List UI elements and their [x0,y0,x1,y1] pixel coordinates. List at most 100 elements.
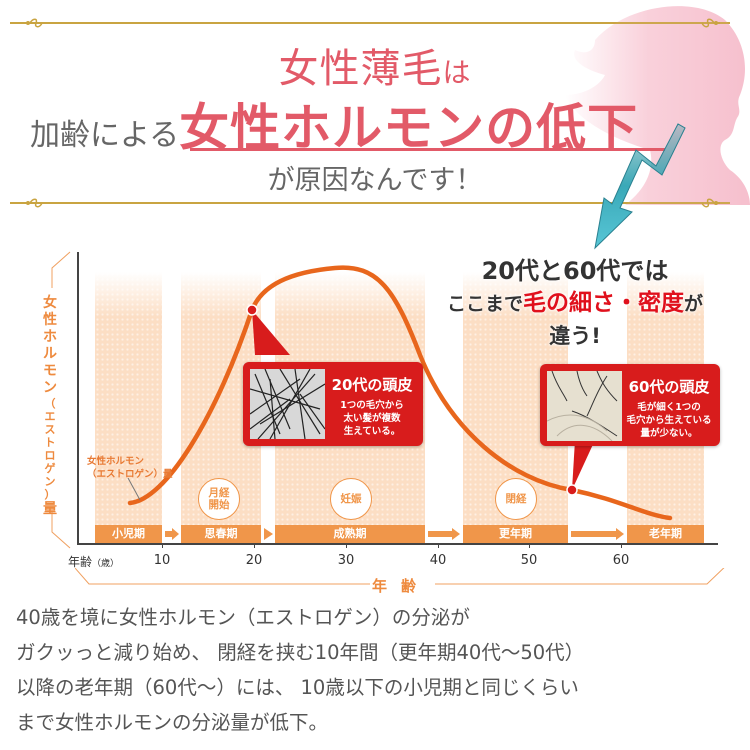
y-axis-bracket [51,251,71,549]
y-label-char: モ [43,363,57,379]
y-label-char: ン [44,475,56,488]
explanation-line: ガクッっと減り始め、 閉経を挟む10年間（更年期40代〜50代） [16,641,585,664]
headline-line-2: 加齢による女性ホルモンの低下 [30,88,730,160]
headline-emphasis: 女性ホルモンの低下 [179,98,639,157]
woman-silhouette-icon [565,6,750,205]
y-label-char: ト [44,436,56,449]
y-label-char: 性 [43,312,57,328]
phase-menopause: 更年期 [463,525,568,543]
x-tick [438,543,439,548]
desc-line: 生えている。 [343,426,401,437]
x-unit-text: 年齢 [68,555,93,569]
x-tick-label: 30 [337,553,355,568]
event-label: 閉経 [505,493,527,505]
callout-line-3: 違う! [549,324,601,348]
y-label-char: ゲ [44,462,56,475]
callout-line-1: 20代と60代では [481,257,669,285]
ornament-icon [701,18,720,28]
y-label-char: ス [44,423,56,436]
scalp-60s-description: 毛が細く1つの 毛穴から生えている 量が少ない。 [624,401,714,440]
bottom-gold-rule [10,202,730,204]
scalp-60s-title: 60代の頭皮 [628,378,710,396]
y-label-char: ン [43,380,57,396]
desc-line: 量が少ない。 [640,428,698,439]
arrow-right-icon [264,528,273,540]
x-tick [621,543,622,548]
x-axis-bracket [75,568,725,585]
event-label: 月経 [208,487,230,499]
x-tick-label: 10 [153,553,171,568]
x-axis [77,543,718,545]
phase-childhood: 小児期 [95,525,162,543]
y-label-char: ホ [43,329,57,345]
callout-suffix: が [684,293,704,315]
ornament-icon [24,18,43,28]
event-label: 妊娠 [340,493,362,505]
headline-prefix: 加齢による [30,118,180,153]
curve-label-line: 女性ホルモン [87,456,145,467]
event-label: 開始 [208,499,230,511]
x-tick [529,543,530,548]
scalp-photo-20s [250,369,325,439]
headline-particle: は [442,56,472,89]
y-label-char: ） [44,488,56,501]
top-gold-rule-right [560,22,730,24]
y-label-char: ル [43,346,57,362]
scalp-60s-card: 60代の頭皮 毛が細く1つの 毛穴から生えている 量が少ない。 [540,364,720,446]
scalp-20s-description: 1つの毛穴から 太い髪が複数 生えている。 [327,399,417,438]
x-unit-paren: （歳） [92,559,120,569]
bottom-gold-rule-right [560,202,730,204]
x-tick-label: 20 [245,553,263,568]
x-tick-label: 50 [520,553,538,568]
callout-prefix: ここまで [446,293,523,315]
y-axis [77,252,79,544]
curve-label: 女性ホルモン （エストロゲン）量 [87,455,173,481]
top-gold-rule [10,22,730,24]
y-label-char: 量 [43,501,57,517]
y-label-char: 女 [43,295,57,311]
explanation-line: まで女性ホルモンの分泌量が低下。 [16,711,329,734]
arrow-right-icon [571,528,624,540]
comparison-callout: 20代と60代では ここまで毛の細さ・密度が 違う! [440,255,710,352]
ornament-icon [701,198,720,208]
x-tick [162,543,163,548]
headline-underline [190,148,665,151]
phase-maturity: 成熟期 [275,525,425,543]
y-label-char: （ [44,397,56,410]
x-tick-label: 40 [429,553,447,568]
x-unit-label: 年齢（歳） [68,553,119,570]
desc-line: 太い髪が複数 [343,413,401,424]
x-tick [254,543,255,548]
x-tick-label: 60 [612,553,630,568]
arrow-right-icon [428,528,460,540]
explanation-text: 40歳を境に女性ホルモン（エストロゲン）の分泌が ガクッっと減り始め、 閉経を挟… [16,600,736,740]
y-label-char: ロ [44,449,56,462]
x-axis-title: 年齢 [372,577,431,595]
down-arrow-icon [594,123,686,250]
callout-line-2: ここまで毛の細さ・密度が [440,287,710,320]
headline-line-3: が原因なんです！ [267,165,483,196]
desc-line: 毛穴から生えている [626,415,712,426]
event-menarche: 月経 開始 [198,478,240,520]
callout-emphasis: 毛の細さ・密度 [523,290,684,316]
phase-senescence: 老年期 [627,525,704,543]
explanation-line: 以降の老年期（60代〜）には、 10歳以下の小児期と同じくらい [16,676,579,699]
explanation-line: 40歳を境に女性ホルモン（エストロゲン）の分泌が [16,606,470,629]
headline-line-1: 女性薄毛は [0,36,750,94]
y-label-char: エ [44,410,56,423]
scalp-20s-card: 20代の頭皮 1つの毛穴から 太い髪が複数 生えている。 [243,362,423,446]
arrow-right-icon [165,528,179,540]
event-pregnancy: 妊娠 [330,478,372,520]
desc-line: 毛が細く1つの [637,402,701,413]
desc-line: 1つの毛穴から [340,400,404,411]
phase-stripe-childhood [95,272,162,525]
scalp-20s-title: 20代の頭皮 [331,376,413,394]
curve-label-line: （エストロゲン）量 [87,469,173,480]
y-axis-label: 女 性 ホ ル モ ン （ エ ス ト ロ ゲ ン ） 量 [40,295,60,518]
scalp-photo-60s [547,371,622,441]
event-menopause: 閉経 [495,478,537,520]
x-tick [346,543,347,548]
phase-puberty: 思春期 [181,525,261,543]
ornament-icon [24,198,43,208]
headline-main: 女性薄毛 [278,46,443,92]
